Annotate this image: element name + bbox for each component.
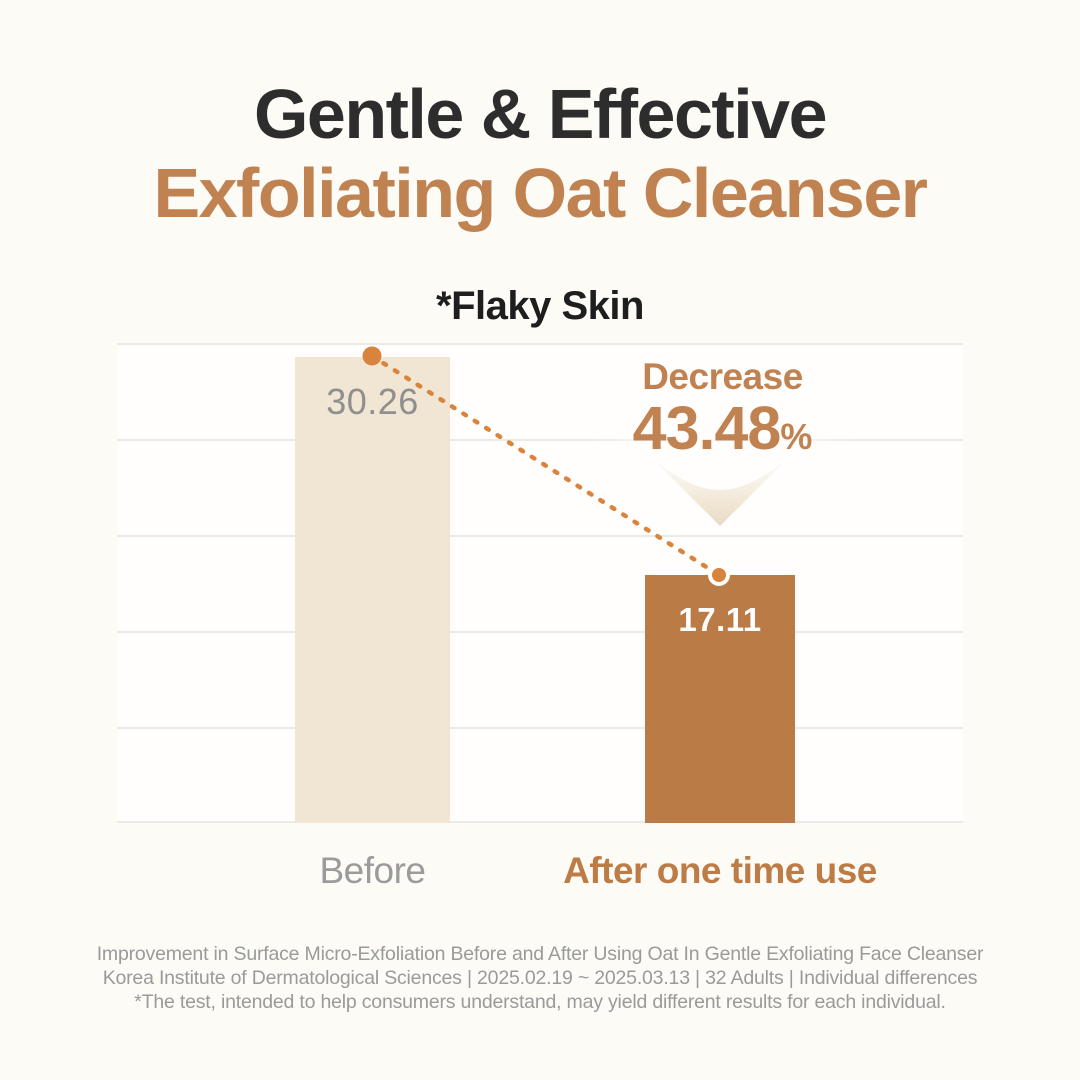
gridline-baseline bbox=[117, 821, 963, 823]
down-arrow-icon bbox=[655, 461, 785, 526]
page-title-primary: Gentle & Effective bbox=[253, 75, 828, 153]
gridline bbox=[117, 535, 963, 537]
bar-after: 17.11 bbox=[645, 575, 795, 823]
footer-line-1: Improvement in Surface Micro-Exfoliation… bbox=[96, 943, 984, 965]
decrease-percent-sign: % bbox=[780, 416, 813, 457]
page-title-accent: Exfoliating Oat Cleanser bbox=[153, 154, 928, 232]
axis-label-after: After one time use bbox=[563, 850, 877, 891]
footer-line-3: *The test, intended to help consumers un… bbox=[134, 991, 946, 1013]
footer-note: Improvement in Surface Micro-Exfoliation… bbox=[0, 942, 1080, 1014]
axis-label-before: Before bbox=[319, 850, 426, 891]
decrease-value: 43.48 bbox=[632, 394, 782, 462]
gridline bbox=[117, 727, 963, 729]
gridline bbox=[117, 631, 963, 633]
bar-value-after: 17.11 bbox=[678, 601, 762, 638]
chart-title: *Flaky Skin bbox=[436, 284, 644, 328]
footer-line-2: Korea Institute of Dermatological Scienc… bbox=[102, 967, 978, 989]
gridline bbox=[117, 343, 963, 345]
decrease-label: Decrease bbox=[642, 356, 803, 397]
bar-before: 30.26 bbox=[295, 357, 450, 823]
bar-value-before: 30.26 bbox=[326, 381, 419, 422]
decrease-annotation: Decrease 43.48% bbox=[575, 356, 870, 459]
